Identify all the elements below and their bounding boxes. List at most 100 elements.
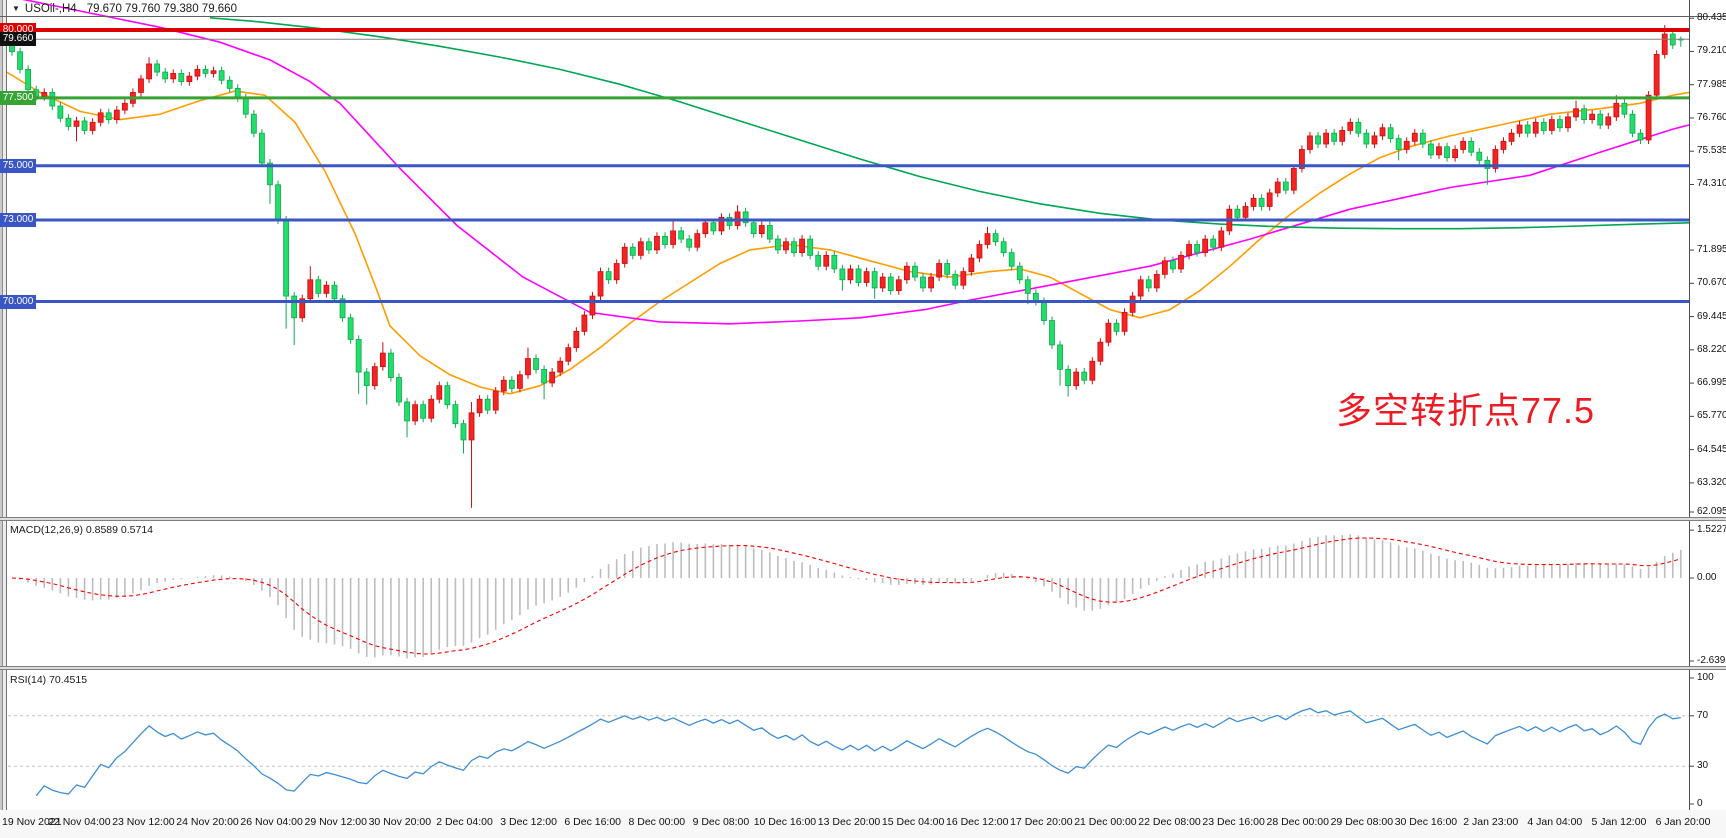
candle-body bbox=[952, 273, 959, 286]
candle-body bbox=[186, 75, 193, 82]
candle-body bbox=[1016, 265, 1023, 281]
rsi-line bbox=[35, 707, 1681, 797]
candle-body bbox=[1113, 322, 1120, 332]
time-axis-label: 28 Dec 00:00 bbox=[1266, 816, 1329, 828]
rsi-label: RSI(14) 70.4515 bbox=[10, 674, 88, 686]
candle-body bbox=[323, 284, 330, 294]
candle-body bbox=[1073, 371, 1080, 387]
candle-body bbox=[1000, 241, 1007, 254]
candle-body bbox=[783, 241, 789, 251]
candle-body bbox=[420, 404, 427, 419]
candle-body bbox=[1395, 138, 1402, 150]
candle-body bbox=[1218, 230, 1225, 248]
candle-body bbox=[1299, 149, 1305, 169]
candle-body bbox=[73, 120, 80, 127]
candle-body bbox=[97, 112, 104, 123]
candle-body bbox=[1065, 368, 1072, 387]
candle-body bbox=[678, 230, 685, 240]
candle-body bbox=[694, 233, 701, 248]
candle-body bbox=[1363, 132, 1370, 145]
candle-body bbox=[1024, 279, 1031, 294]
candle-body bbox=[912, 265, 918, 278]
candle-body bbox=[1008, 252, 1015, 267]
price-axis-border bbox=[1689, 0, 1690, 810]
candle-body bbox=[871, 271, 878, 289]
candle-body bbox=[331, 284, 338, 300]
price-axis-label: 76.760 bbox=[1697, 111, 1726, 123]
candle-body bbox=[1202, 238, 1209, 254]
candle-body bbox=[1508, 132, 1515, 142]
time-axis-label: 9 Dec 08:00 bbox=[692, 816, 750, 828]
candle-body bbox=[1524, 124, 1531, 134]
panel-splitter[interactable] bbox=[0, 666, 1726, 670]
price-axis-label: 64.545 bbox=[1697, 443, 1726, 455]
candle-body bbox=[1540, 121, 1547, 131]
time-axis-label: 24 Nov 20:00 bbox=[176, 816, 239, 828]
annotation-text: 多空转折点77.5 bbox=[1336, 390, 1596, 431]
candle-body bbox=[121, 102, 128, 111]
candle-body bbox=[1242, 206, 1249, 218]
candle-body bbox=[589, 295, 596, 316]
candle-body bbox=[468, 412, 475, 441]
candle-body bbox=[1121, 311, 1128, 332]
candle-body bbox=[210, 70, 217, 74]
candle-body bbox=[1194, 244, 1201, 254]
candle-body bbox=[1282, 181, 1289, 191]
time-axis-label: 30 Nov 20:00 bbox=[368, 816, 432, 828]
candle-body bbox=[476, 398, 483, 414]
time-axis-label: 4 Jan 04:00 bbox=[1527, 816, 1583, 828]
candle-body bbox=[1597, 113, 1604, 126]
price-axis-label: 80.435 bbox=[1697, 12, 1726, 24]
candle-body bbox=[1250, 197, 1257, 207]
candle-body bbox=[1387, 127, 1394, 139]
time-axis-label: 10 Dec 16:00 bbox=[753, 816, 817, 828]
candle-body bbox=[113, 109, 120, 120]
candle-body bbox=[1161, 260, 1168, 275]
candle-body bbox=[388, 352, 394, 378]
candle-body bbox=[1452, 149, 1458, 159]
candle-body bbox=[226, 79, 233, 89]
window-left-border bbox=[0, 0, 7, 838]
candle-body bbox=[1371, 135, 1378, 145]
candle-body bbox=[17, 51, 23, 70]
candle-body bbox=[250, 113, 257, 134]
candle-body bbox=[1436, 146, 1442, 156]
symbol-dropdown-icon[interactable]: ▼ bbox=[12, 4, 20, 13]
rsi-axis-label: 30 bbox=[1697, 760, 1709, 772]
time-axis-label: 15 Dec 04:00 bbox=[881, 816, 945, 828]
time-axis-label: 16 Dec 12:00 bbox=[946, 816, 1009, 828]
candle-body bbox=[315, 279, 322, 294]
candle-body bbox=[742, 211, 749, 224]
candle-body bbox=[1613, 102, 1620, 118]
time-axis-label: 6 Jan 20:00 bbox=[1655, 816, 1711, 828]
candle-body bbox=[710, 222, 717, 232]
candle-body bbox=[1548, 119, 1555, 131]
macd-axis-label: -2.6392 bbox=[1697, 655, 1726, 666]
candle-body bbox=[517, 374, 523, 389]
candle-body bbox=[218, 70, 225, 81]
candle-body bbox=[847, 268, 854, 281]
rsi-axis-label: 70 bbox=[1697, 709, 1709, 721]
candle-body bbox=[57, 105, 64, 119]
candle-body bbox=[541, 368, 547, 384]
price-axis-label: 71.895 bbox=[1697, 244, 1726, 256]
candle-body bbox=[654, 235, 660, 251]
candle-body bbox=[162, 71, 169, 80]
candle-body bbox=[1605, 116, 1612, 126]
candle-body bbox=[791, 241, 797, 254]
candle-body bbox=[1323, 132, 1330, 145]
candle-body bbox=[65, 117, 72, 127]
candle-body bbox=[565, 347, 572, 362]
candle-body bbox=[1637, 132, 1644, 141]
candle-body bbox=[1331, 132, 1338, 142]
price-axis-label: 74.310 bbox=[1697, 178, 1726, 190]
candle-body bbox=[1347, 121, 1354, 131]
candle-body bbox=[500, 379, 507, 392]
time-axis-label: 6 Dec 16:00 bbox=[564, 816, 622, 828]
panel-splitter[interactable] bbox=[0, 517, 1726, 521]
candle-body bbox=[1532, 121, 1539, 134]
candle-body bbox=[549, 371, 556, 384]
time-axis-label: 19 Nov 2021 bbox=[2, 816, 62, 828]
